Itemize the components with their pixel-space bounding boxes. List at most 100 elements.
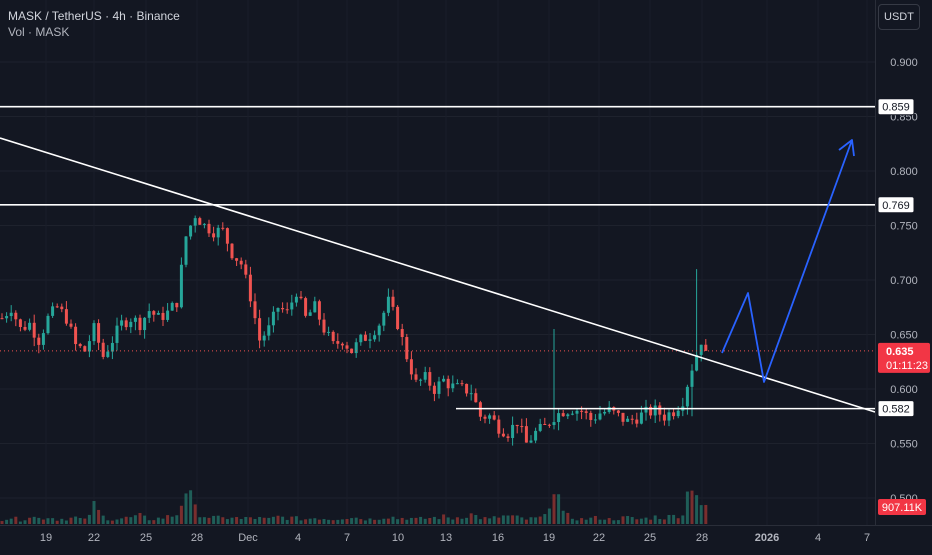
candle-body — [672, 412, 676, 417]
candle-body — [626, 418, 630, 422]
candle-body — [603, 411, 607, 414]
volume-badge — [878, 499, 926, 515]
candle-body — [354, 342, 358, 354]
candle-body — [202, 223, 206, 225]
volume-bar — [580, 518, 584, 524]
volume-bar — [511, 515, 515, 524]
volume-bar — [212, 515, 216, 524]
candle-body — [557, 413, 561, 423]
volume-bar — [92, 501, 96, 524]
candle-body — [667, 412, 671, 421]
time-tick-label: 7 — [344, 532, 350, 544]
volume-bar — [202, 517, 206, 524]
trendline — [0, 137, 876, 413]
candle-body — [497, 419, 501, 434]
candle-body — [460, 383, 464, 385]
price-tick-label: 0.700 — [890, 275, 918, 287]
volume-bar — [271, 516, 275, 524]
volume-bar — [129, 517, 133, 524]
countdown-timer: 01:11:23 — [886, 360, 928, 372]
volume-bar — [626, 516, 630, 524]
candle-body — [23, 326, 27, 330]
candle-body — [340, 343, 344, 346]
volume-bar — [492, 516, 496, 524]
volume-bar — [515, 515, 519, 524]
level-price-badge — [877, 196, 915, 214]
volume-bar — [83, 518, 87, 524]
volume-bar — [267, 517, 271, 524]
candle-body — [9, 312, 13, 317]
symbol-title[interactable]: MASK / TetherUS · 4h · Binance — [8, 9, 180, 23]
candle-body — [152, 311, 156, 315]
volume-bar — [359, 519, 363, 524]
volume-bar — [400, 517, 404, 524]
volume-bar — [170, 516, 174, 524]
candle-body — [235, 258, 239, 261]
volume-bar — [589, 517, 593, 524]
volume-bar — [331, 520, 335, 524]
volume-bar — [281, 516, 285, 524]
candle-body — [253, 301, 257, 319]
candle-body — [658, 405, 662, 415]
current-price-value: 0.635 — [886, 346, 914, 358]
volume-bar — [699, 505, 703, 524]
volume-bar — [455, 517, 459, 524]
candle-body — [60, 306, 64, 310]
candle-body — [225, 228, 229, 244]
candle-body — [166, 310, 170, 320]
time-axis[interactable]: 19 22 25 28 Dec 4 7 10 13 16 19 22 25 28 2026 4 7 — [40, 532, 870, 544]
volume-bar — [51, 518, 55, 524]
candle-body — [37, 337, 41, 345]
candle-body — [97, 323, 101, 343]
candle-body — [28, 322, 32, 330]
volume-bar — [262, 517, 266, 524]
volume-bar — [520, 517, 524, 524]
candle-body — [520, 426, 524, 428]
time-tick-label: 28 — [191, 532, 203, 544]
time-tick-label: 25 — [644, 532, 656, 544]
candle-body — [248, 274, 252, 302]
volume-bar — [313, 518, 317, 524]
grid-lines — [0, 61, 875, 499]
candle-body — [51, 306, 55, 316]
candle-body — [511, 424, 515, 438]
volume-bar — [184, 493, 188, 524]
candle-body — [405, 337, 409, 360]
volume-bar — [74, 516, 78, 524]
volume-bar — [322, 519, 326, 524]
volume-bar — [193, 504, 197, 524]
volume-bar — [667, 514, 671, 524]
candle-body — [101, 342, 105, 357]
candle-body — [616, 410, 620, 413]
candle-body — [635, 419, 639, 424]
volume-bar — [41, 519, 45, 524]
candle-body — [442, 378, 446, 382]
volume-bar — [690, 490, 694, 524]
candle-body — [322, 319, 326, 333]
volume-bar — [428, 517, 432, 524]
volume-badge-label: 907.11K — [882, 502, 923, 514]
volume-bar — [133, 515, 137, 524]
candle-body — [524, 426, 528, 443]
candle-body — [474, 393, 478, 403]
price-axis[interactable]: 0.9000.8500.8000.7500.7000.6500.6000.550… — [890, 57, 918, 505]
candle-body — [400, 329, 404, 338]
price-scale-border — [875, 0, 876, 525]
volume-label[interactable]: Vol · MASK — [8, 25, 70, 39]
volume-bar — [405, 519, 409, 524]
volume-bar — [120, 518, 124, 524]
currency-button[interactable]: USDT — [878, 4, 920, 30]
volume-bar — [32, 516, 36, 524]
candle-body — [685, 386, 689, 407]
candle-body — [377, 325, 381, 336]
candle-body — [189, 225, 193, 237]
candle-body — [276, 308, 280, 312]
volume-bar — [474, 515, 478, 524]
candle-body — [704, 344, 708, 351]
volume-bar — [612, 520, 616, 524]
candle-body — [598, 413, 602, 420]
candle-body — [184, 236, 188, 265]
candle-body — [451, 383, 455, 389]
